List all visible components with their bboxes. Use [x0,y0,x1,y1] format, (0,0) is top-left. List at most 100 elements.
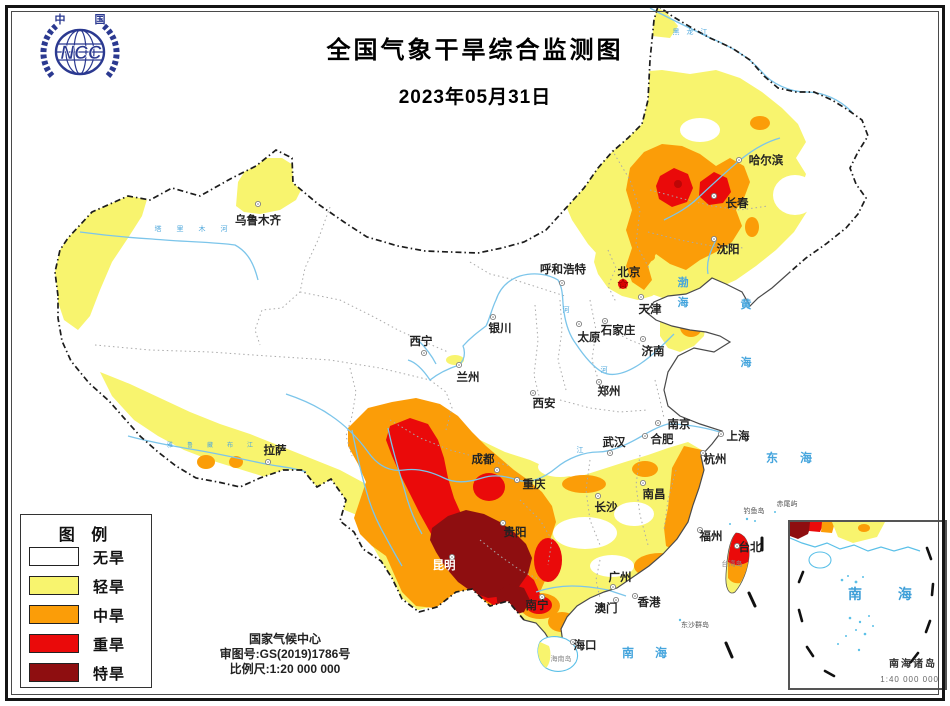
island-label: 海南岛 [551,654,572,663]
city-label: 福州 [699,529,723,543]
city-label: 广州 [609,570,632,584]
logo-country-left: 中 [55,12,66,26]
city-marker-dot [492,316,494,318]
city-marker-dot [423,352,425,354]
city-label: 台北 [739,540,762,554]
footer-block: 国家气候中心 审图号:GS(2019)1786号 比例尺:1:20 000 00… [185,632,385,677]
city-marker-dot [541,596,543,598]
city-marker-dot [257,203,259,205]
city-label: 香港 [637,595,661,609]
river-label: 塔 [155,224,162,233]
river-label: 龙 [687,27,694,36]
city-marker-dot [642,338,644,340]
inset-islands-label: 南海诸岛 [889,659,937,670]
city-label: 上海 [727,429,750,443]
city-marker-dot [640,296,642,298]
city-marker-dot [609,452,611,454]
city-label: 澳门 [595,601,618,615]
logo-country-right: 国 [95,13,106,26]
city-label: 长沙 [595,500,618,514]
map-title: 全国气象干旱综合监测图 [326,37,624,64]
map-date: 2023年05月31日 [398,87,552,108]
city-label: 沈阳 [717,242,740,256]
legend-swatch [29,663,79,682]
city-label: 郑州 [598,384,621,398]
city-label: 拉萨 [264,443,287,457]
province-boundaries [94,149,769,599]
city-label: 济南 [642,344,665,358]
city-marker-dot [561,282,563,284]
city-marker-dot [736,545,738,547]
city-label: 武汉 [603,435,626,449]
city-marker-dot [598,381,600,383]
inset-sea-label: 南 海 [848,586,928,602]
city-label: 石家庄 [600,323,636,337]
sea-label: 海 [741,355,752,369]
city-marker-dot [458,364,460,366]
legend-row: 特旱 [21,663,151,683]
city-marker-dot [699,529,701,531]
sea-label: 南 [622,645,634,660]
legend-row: 轻旱 [21,576,151,596]
agency-name: 国家气候中心 [248,632,321,646]
city-marker-dot [532,392,534,394]
legend-swatch [29,547,79,566]
city-label: 西安 [533,396,556,410]
city-label: 天津 [639,302,662,316]
river-label: 木 [199,224,206,233]
legend-label: 中旱 [93,608,126,625]
legend-box: 图 例 无旱轻旱中旱重旱特旱 [20,514,152,688]
island-label: 东沙群岛 [681,620,709,629]
city-marker-dot [713,195,715,197]
ncc-logo-icon: 中 国 NCC [40,12,120,78]
legend-label: 无旱 [93,550,126,567]
island-label: 赤尾屿 [777,499,798,508]
city-label: 太原 [577,330,601,344]
rivers [79,7,853,597]
legend-label: 重旱 [93,637,126,654]
city-marker-dot [572,641,574,643]
island-label: 钓鱼岛 [744,506,765,515]
dash-line-segments [724,536,764,659]
legend-row: 重旱 [21,634,151,654]
city-marker-dot [612,586,614,588]
taiwan-island [725,532,750,594]
south-china-sea-inset: 南 海 南海诸岛 1:40 000 000 [788,520,947,690]
city-marker-dot [657,422,659,424]
river-label: 河 [221,225,228,233]
city-label: 海口 [574,638,597,652]
city-marker-dot [451,556,453,558]
city-label: 合肥 [651,432,674,446]
city-label: 重庆 [523,477,546,491]
city-label: 昆明 [433,558,456,572]
river-label: 雅 [167,441,173,449]
legend-title: 图 例 [58,527,114,544]
sea-label: 海 [655,645,667,660]
city-marker-dot [738,159,740,161]
logo-org-abbr: NCC [60,43,101,64]
sea-label: 渤 [678,275,689,289]
city-marker-dot [597,495,599,497]
city-marker-dot [267,461,269,463]
sea-label: 海 [800,450,812,465]
coastline [523,271,791,647]
river-label: 河 [601,366,608,374]
city-marker-dot [615,599,617,601]
legend-swatch [29,634,79,653]
city-label: 呼和浩特 [540,262,586,276]
legend-row: 无旱 [21,547,151,567]
city-marker-dot [702,452,704,454]
river-label: 江 [577,446,584,454]
river-label: 鲁 [187,441,193,449]
river-labels: 塔里木河黑龙江河河江雅鲁藏布江 [155,27,708,454]
city-label: 长春 [726,196,749,210]
city-label: 贵阳 [504,525,527,539]
southwest-boundary [57,296,525,621]
map-scale: 比例尺:1:20 000 000 [229,662,341,676]
city-marker-dot [713,238,715,240]
map-approval-number: 审图号:GS(2019)1786号 [219,647,351,661]
island-label: 台湾岛 [722,559,743,568]
